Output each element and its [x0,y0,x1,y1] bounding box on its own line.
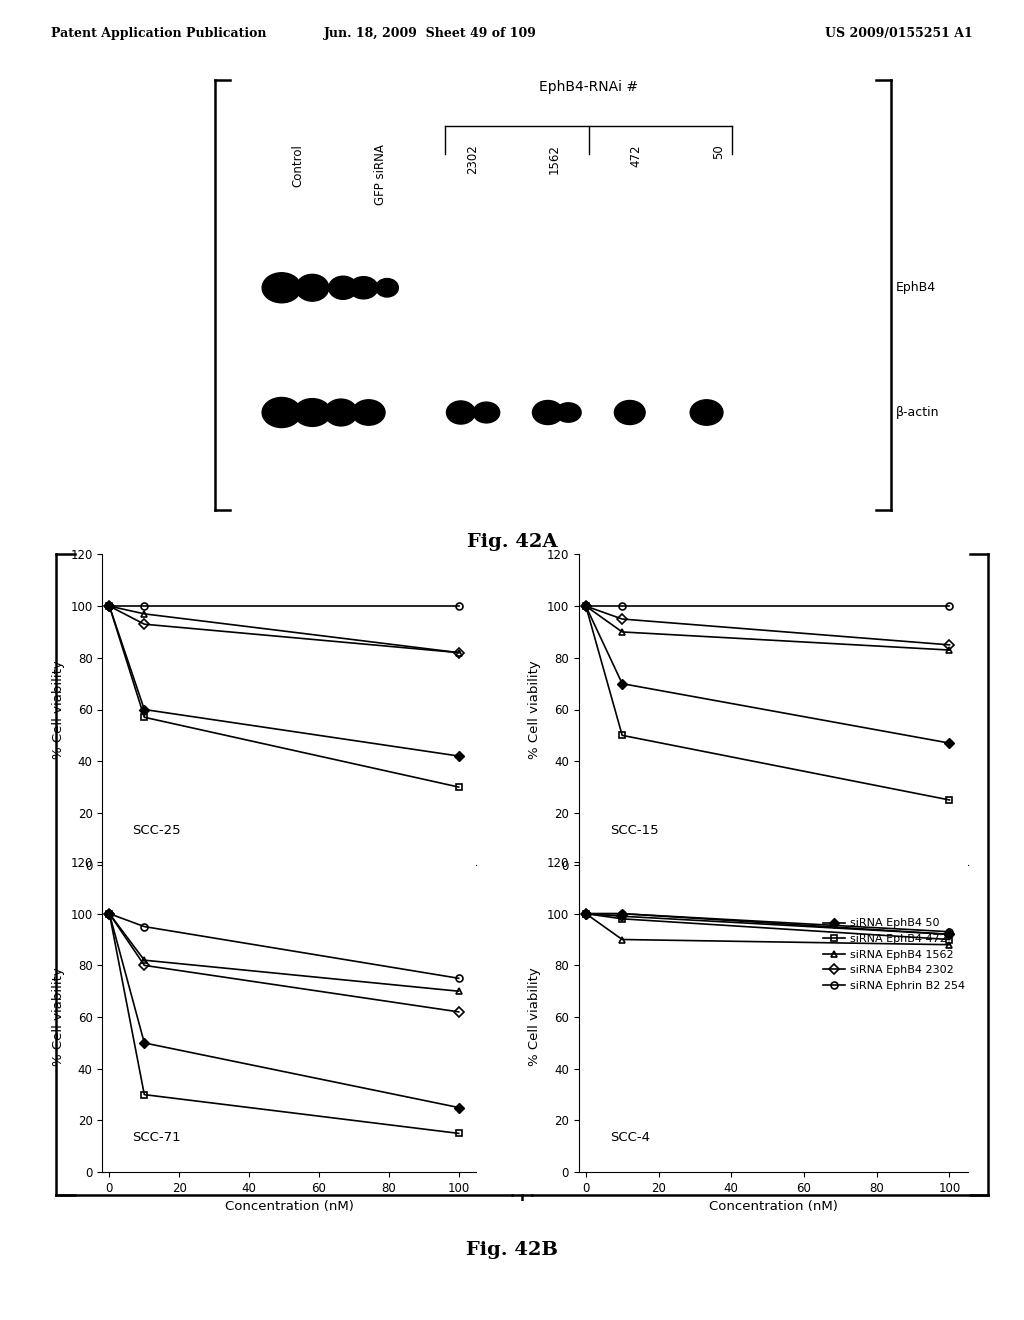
Text: SCC-25: SCC-25 [132,824,181,837]
Text: SCC-4: SCC-4 [609,1131,649,1144]
Ellipse shape [296,275,329,301]
Text: Jun. 18, 2009  Sheet 49 of 109: Jun. 18, 2009 Sheet 49 of 109 [324,26,537,40]
Ellipse shape [690,400,723,425]
Ellipse shape [376,279,398,297]
Legend: siRNA EphB4 50, siRNA EphB4 472, siRNA EphB4 1562, siRNA EphB4 2302, siRNA Ephri: siRNA EphB4 50, siRNA EphB4 472, siRNA E… [818,913,970,995]
Text: Patent Application Publication: Patent Application Publication [51,26,266,40]
Ellipse shape [352,400,385,425]
Text: 2302: 2302 [466,144,479,174]
Text: 50: 50 [712,144,725,160]
Ellipse shape [446,401,475,424]
Ellipse shape [473,403,500,422]
Text: GFP siRNA: GFP siRNA [374,144,387,206]
Text: Control: Control [292,144,305,187]
Ellipse shape [614,400,645,425]
Text: β-actin: β-actin [896,407,939,418]
Y-axis label: % Cell viability: % Cell viability [52,660,65,759]
Ellipse shape [329,276,357,300]
X-axis label: Concentration (nM): Concentration (nM) [709,892,838,906]
Ellipse shape [262,397,301,428]
Ellipse shape [325,399,357,426]
Text: SCC-71: SCC-71 [132,1131,181,1144]
Text: Fig. 42B: Fig. 42B [466,1241,558,1259]
Text: Fig. 42A: Fig. 42A [467,532,557,550]
Y-axis label: % Cell viability: % Cell viability [528,968,541,1067]
Ellipse shape [294,399,331,426]
Ellipse shape [532,400,563,425]
Ellipse shape [262,273,301,302]
Ellipse shape [555,403,582,422]
X-axis label: Concentration (nM): Concentration (nM) [225,1200,353,1213]
Text: EphB4: EphB4 [896,281,936,294]
Ellipse shape [349,277,378,298]
X-axis label: Concentration (nM): Concentration (nM) [709,1200,838,1213]
Text: US 2009/0155251 A1: US 2009/0155251 A1 [825,26,973,40]
Text: 1562: 1562 [548,144,561,174]
Text: 472: 472 [630,144,643,168]
Y-axis label: % Cell viability: % Cell viability [528,660,541,759]
X-axis label: Concentration (nM): Concentration (nM) [225,892,353,906]
Text: SCC-15: SCC-15 [609,824,658,837]
Text: EphB4-RNAi #: EphB4-RNAi # [540,81,638,94]
Y-axis label: % Cell viability: % Cell viability [52,968,65,1067]
